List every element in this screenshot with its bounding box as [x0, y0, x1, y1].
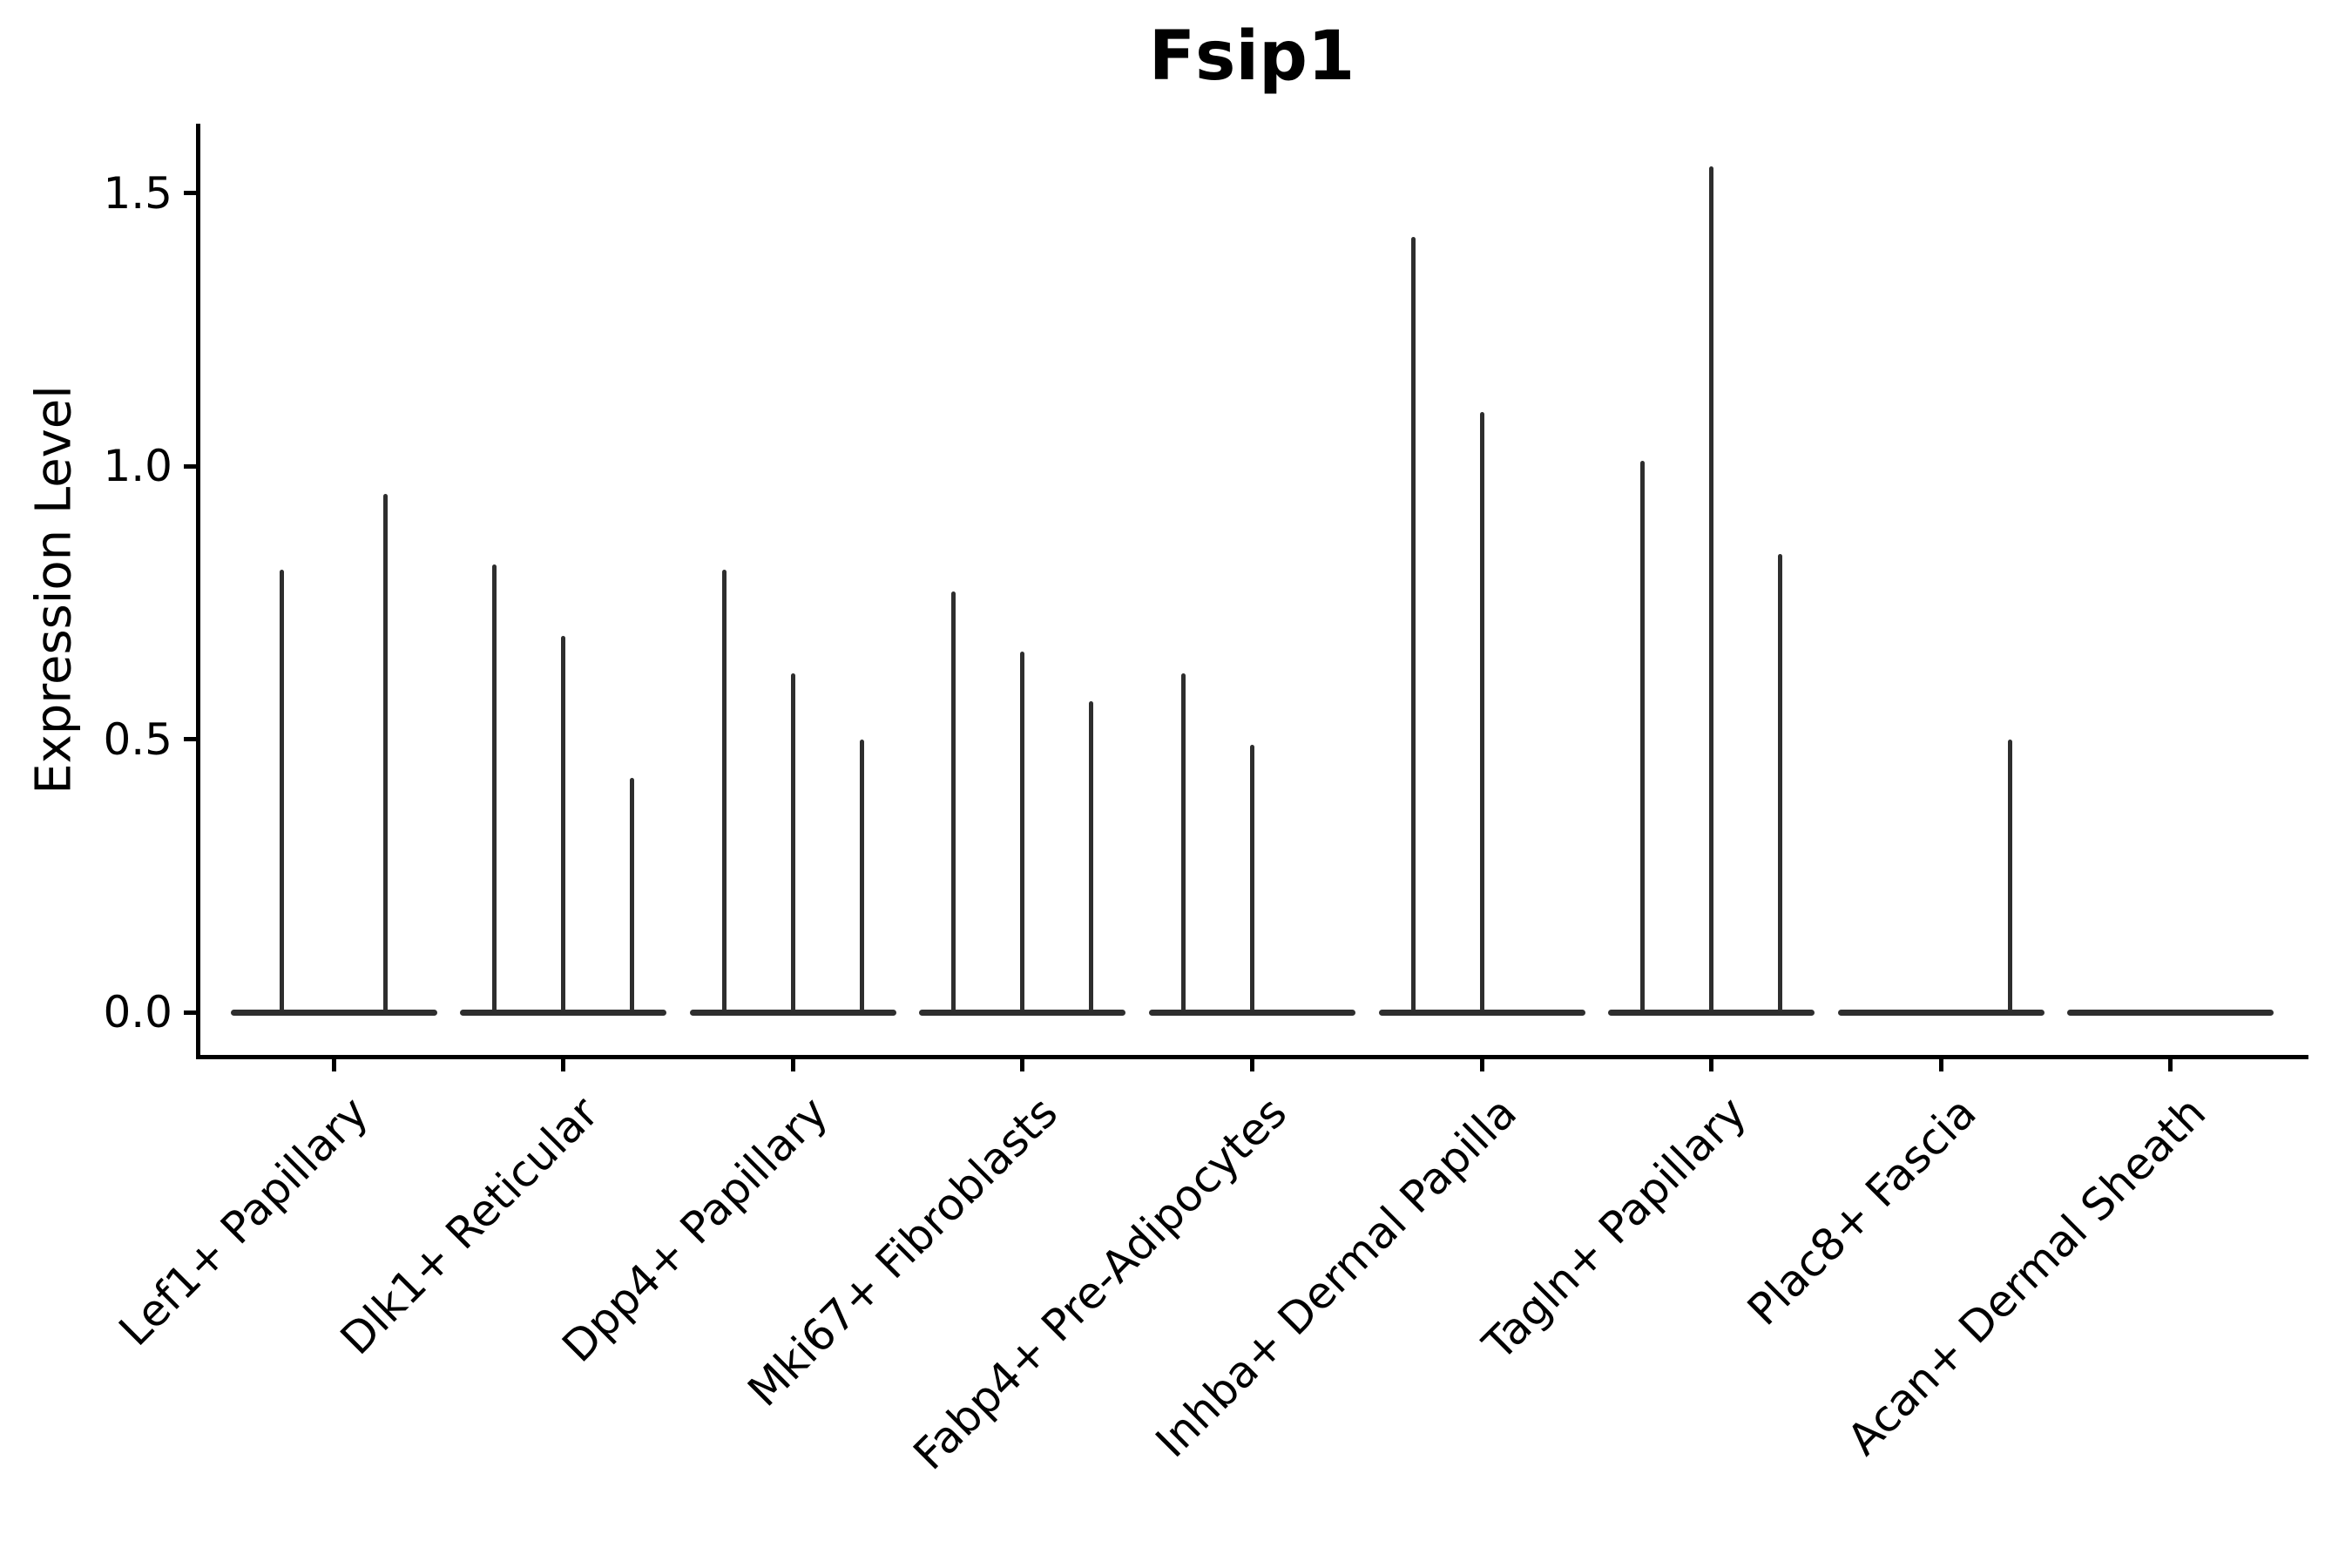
- violin-spike: [1778, 553, 1783, 1014]
- violin-spike: [2007, 739, 2012, 1014]
- y-tick-label: 1.5: [103, 167, 172, 219]
- x-tick-mark: [1479, 1059, 1484, 1071]
- y-tick-mark: [184, 463, 196, 469]
- x-tick-mark: [1020, 1059, 1025, 1071]
- violin-spike: [630, 777, 635, 1014]
- violin-spike: [382, 493, 388, 1014]
- y-tick-label: 0.0: [103, 987, 172, 1037]
- violin-spike: [859, 739, 864, 1014]
- violin-spike: [280, 570, 285, 1014]
- y-tick-mark: [184, 737, 196, 742]
- x-category-label: Lef1+ Papillary: [109, 1087, 379, 1356]
- violin-spike: [1479, 411, 1484, 1014]
- violin-spike: [1249, 744, 1254, 1014]
- y-tick-label: 0.5: [103, 713, 172, 765]
- x-tick-mark: [561, 1059, 566, 1071]
- violin-spike: [561, 635, 566, 1014]
- x-tick-mark: [1249, 1059, 1254, 1071]
- violin-base: [230, 1009, 437, 1016]
- violin-spike: [492, 564, 497, 1014]
- violin-spike: [790, 673, 795, 1014]
- x-tick-mark: [331, 1059, 336, 1071]
- x-tick-mark: [1709, 1059, 1714, 1071]
- violin-spike: [951, 591, 956, 1014]
- violin-spike: [1640, 461, 1646, 1014]
- x-category-label: Fabp4+ Pre-Adipocytes: [903, 1087, 1297, 1480]
- y-axis-spine: [196, 124, 200, 1059]
- y-axis-label: Expression Level: [25, 385, 83, 794]
- x-tick-mark: [2168, 1059, 2173, 1071]
- y-tick-label: 1.0: [103, 441, 172, 492]
- y-tick-mark: [184, 1010, 196, 1015]
- violin-spike: [1180, 673, 1186, 1014]
- x-axis-spine: [196, 1055, 2308, 1059]
- violin-base: [2067, 1009, 2274, 1016]
- x-tick-mark: [1938, 1059, 1943, 1071]
- x-category-label: Plac8+ Fascia: [1737, 1087, 1986, 1335]
- violin-base: [1837, 1009, 2044, 1016]
- plot-title: Fsip1: [1148, 17, 1355, 96]
- violin-spike: [721, 570, 727, 1014]
- violin-spike: [1089, 700, 1094, 1014]
- violin-spike: [1410, 237, 1416, 1014]
- x-tick-mark: [790, 1059, 795, 1071]
- violin-spike: [1020, 652, 1025, 1014]
- violin-spike: [1709, 166, 1714, 1014]
- y-tick-mark: [184, 191, 196, 196]
